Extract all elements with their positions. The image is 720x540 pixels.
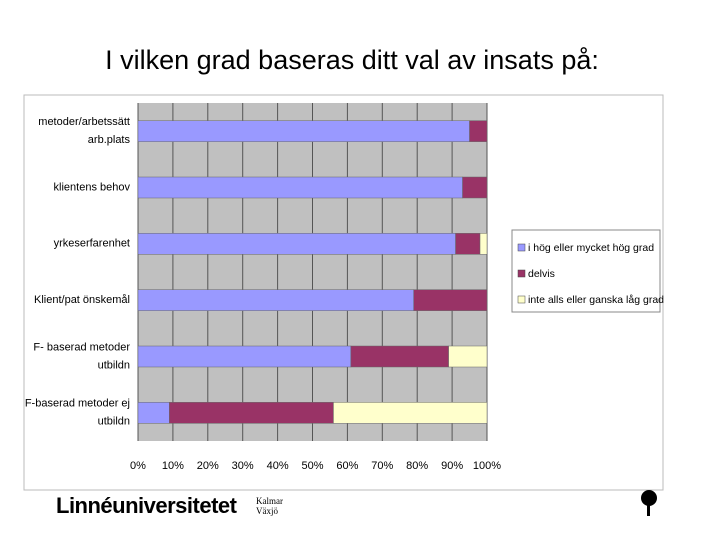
bar-segment [137, 289, 414, 311]
bar-segment [333, 402, 488, 424]
y-tick-label: F-baserad metoder ej [25, 398, 130, 410]
y-tick-label: arb.plats [88, 134, 131, 146]
legend-label: inte alls eller ganska låg grad [528, 294, 664, 306]
x-tick-label: 60% [336, 460, 358, 472]
bar-segment [137, 345, 352, 368]
x-tick-label: 90% [441, 460, 463, 472]
y-tick-label: utbildn [98, 359, 130, 371]
bar-segment [413, 289, 488, 311]
x-tick-label: 20% [197, 460, 219, 472]
tree-icon [641, 490, 657, 516]
x-tick-label: 70% [371, 460, 393, 472]
x-tick-label: 30% [232, 460, 254, 472]
logo-city: Växjö [256, 506, 278, 516]
bar-segment [469, 120, 488, 142]
legend-box [511, 229, 661, 313]
x-tick-label: 40% [267, 460, 289, 472]
x-tick-label: 100% [473, 460, 501, 472]
bar-segment [169, 402, 334, 424]
bar-segment [137, 120, 470, 142]
x-tick-label: 80% [406, 460, 428, 472]
legend-label: i hög eller mycket hög grad [528, 242, 654, 254]
y-tick-label: F- baserad metoder [33, 341, 130, 353]
legend-swatch [517, 243, 526, 252]
bar-segment [448, 345, 488, 368]
logo: Linnéuniversitetet [56, 493, 238, 518]
y-tick-label: metoder/arbetssätt [38, 116, 130, 128]
y-tick-label: Klient/pat önskemål [34, 294, 130, 306]
bar-segment [455, 233, 481, 255]
bar-segment [462, 176, 488, 199]
logo-city: Kalmar [256, 496, 283, 506]
legend-label: delvis [528, 268, 555, 280]
bar-segment [137, 176, 463, 199]
bar-segment [350, 345, 449, 368]
x-tick-label: 10% [162, 460, 184, 472]
legend-swatch [517, 269, 526, 278]
y-tick-label: utbildn [98, 416, 130, 428]
slide-title: I vilken grad baseras ditt val av insats… [105, 45, 599, 75]
bar-segment [137, 402, 170, 424]
x-tick-label: 50% [301, 460, 323, 472]
y-tick-label: yrkeserfarenhet [54, 238, 130, 250]
bar-segment [137, 233, 456, 255]
legend-swatch [517, 295, 526, 304]
bar-segment [479, 233, 488, 255]
x-tick-label: 0% [130, 460, 146, 472]
y-tick-label: klientens behov [54, 181, 131, 193]
